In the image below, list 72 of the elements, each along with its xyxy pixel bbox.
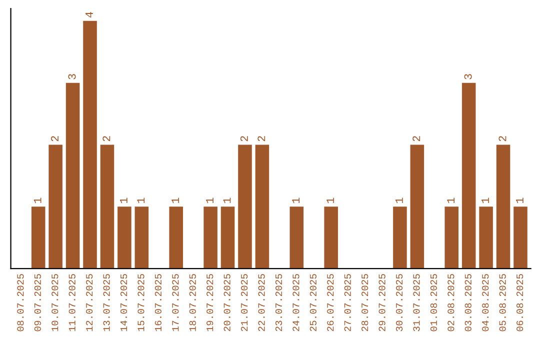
- bar: [324, 206, 338, 269]
- data-label: 1: [172, 198, 179, 204]
- bar: [479, 206, 493, 269]
- x-tick-label: 11.07.2025: [68, 274, 76, 332]
- bar: [444, 206, 458, 269]
- bar: [496, 144, 510, 269]
- bar: [83, 20, 97, 269]
- x-tick-label: 04.08.2025: [482, 274, 489, 332]
- x-tick-label: 28.07.2025: [362, 274, 368, 332]
- x-tick-label: 25.07.2025: [310, 274, 316, 332]
- x-tick-label: 15.07.2025: [138, 274, 144, 332]
- x-tick-label: 13.07.2025: [103, 274, 110, 332]
- bar: [410, 144, 424, 269]
- x-tick-label: 10.07.2025: [52, 274, 58, 332]
- data-label: 3: [68, 74, 76, 80]
- x-tick-label: 17.07.2025: [172, 274, 179, 332]
- x-tick-label: 05.08.2025: [499, 274, 506, 332]
- bar: [290, 206, 304, 269]
- x-tick-label: 09.07.2025: [34, 274, 41, 332]
- x-tick-label: 21.07.2025: [240, 274, 248, 332]
- bar: [134, 206, 149, 269]
- data-label: 1: [292, 198, 300, 204]
- bar: [204, 206, 218, 269]
- data-label: 1: [516, 198, 524, 204]
- x-tick-label: 24.07.2025: [292, 274, 300, 332]
- bar: [220, 206, 235, 269]
- x-tick-label: 08.07.2025: [17, 274, 24, 332]
- data-label: 2: [498, 136, 506, 142]
- data-label: 1: [482, 198, 489, 204]
- x-tick-label: 01.08.2025: [430, 274, 437, 332]
- x-tick-label: 29.07.2025: [378, 274, 386, 332]
- x-tick-label: 27.07.2025: [344, 274, 351, 332]
- data-label: 1: [447, 198, 454, 204]
- bar: [169, 206, 183, 269]
- data-label: 2: [240, 136, 248, 142]
- x-tick-label: 12.07.2025: [86, 274, 93, 332]
- data-label: 2: [102, 136, 110, 142]
- data-label: 1: [120, 198, 128, 204]
- x-tick-label: 26.07.2025: [327, 274, 334, 332]
- data-label: 2: [258, 136, 266, 142]
- x-tick-label: 20.07.2025: [224, 274, 230, 332]
- data-label: 4: [86, 12, 93, 18]
- data-label: 1: [34, 198, 42, 204]
- data-label: 1: [206, 198, 214, 204]
- data-label: 1: [223, 198, 231, 204]
- data-label: 1: [326, 198, 334, 204]
- x-tick-label: 02.08.2025: [448, 274, 454, 332]
- x-tick-label: 16.07.2025: [154, 274, 162, 332]
- bar: [514, 206, 528, 269]
- data-label: 3: [464, 74, 472, 80]
- bar: [66, 82, 80, 269]
- data-label: 1: [137, 198, 145, 204]
- x-tick-label: 18.07.2025: [189, 274, 196, 332]
- x-tick-label: 22.07.2025: [258, 274, 265, 332]
- bar: [238, 144, 252, 269]
- x-tick-label: 03.08.2025: [464, 274, 472, 332]
- data-label: 2: [412, 136, 420, 142]
- bar: [255, 144, 270, 269]
- bar: [31, 206, 46, 269]
- bar: [100, 144, 114, 269]
- x-tick-label: 31.07.2025: [413, 274, 420, 332]
- x-tick-label: 14.07.2025: [120, 274, 128, 332]
- bar: [393, 206, 407, 269]
- x-tick-label: 19.07.2025: [206, 274, 214, 332]
- x-tick-label: 23.07.2025: [275, 274, 282, 332]
- bar: [48, 144, 62, 269]
- bar: [118, 206, 132, 269]
- bar: [462, 82, 476, 269]
- x-tick-label: 06.08.2025: [516, 274, 524, 332]
- data-label: 2: [51, 136, 58, 142]
- x-tick-label: 30.07.2025: [396, 274, 403, 332]
- data-label: 1: [396, 198, 403, 204]
